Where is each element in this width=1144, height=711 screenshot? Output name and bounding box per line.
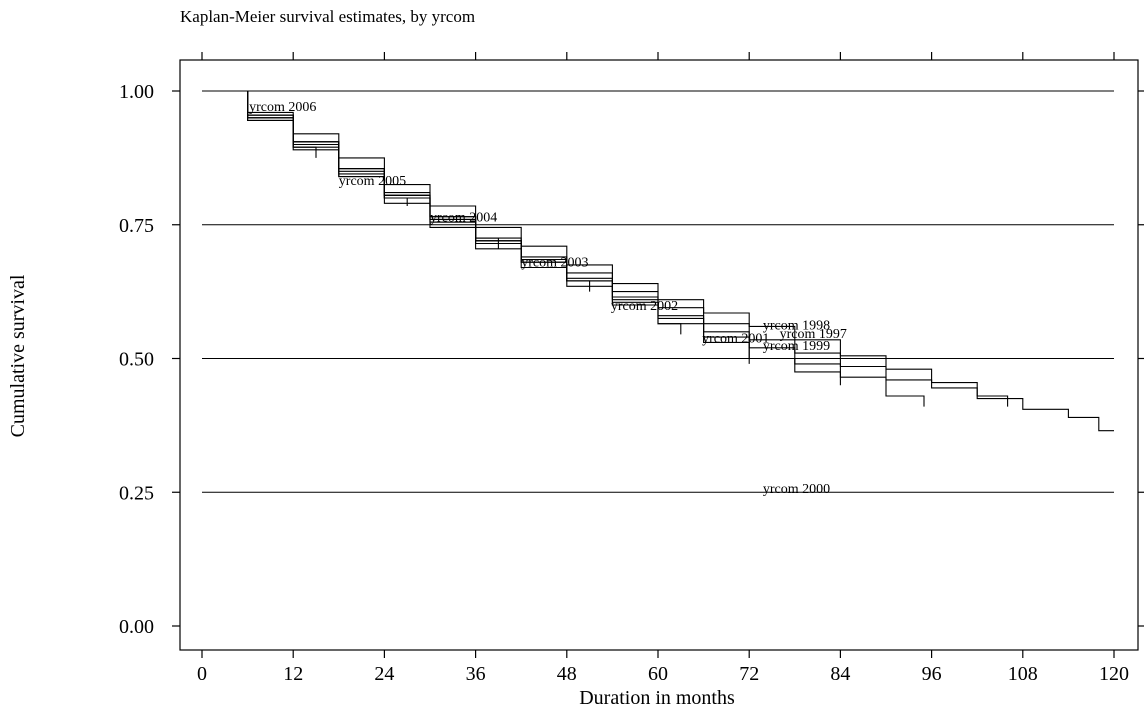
series-label-yrcom-2005: yrcom 2005 bbox=[339, 174, 406, 189]
series-label-yrcom-2000: yrcom 2000 bbox=[763, 482, 830, 497]
survival-curves bbox=[202, 91, 1114, 431]
series-label-yrcom-2004: yrcom 2004 bbox=[430, 211, 497, 226]
chart-title: Kaplan-Meier survival estimates, by yrco… bbox=[180, 7, 475, 26]
x-tick-label: 84 bbox=[830, 663, 850, 685]
x-tick-label: 60 bbox=[648, 663, 668, 685]
y-tick-label: 1.00 bbox=[119, 81, 154, 103]
series-label-yrcom-2006: yrcom 2006 bbox=[249, 100, 316, 115]
y-axis: 0.00 0.25 0.50 0.75 1.00 bbox=[119, 81, 1144, 638]
series-label-yrcom-1999: yrcom 1999 bbox=[763, 339, 830, 354]
series-label-yrcom-2003: yrcom 2003 bbox=[521, 255, 588, 270]
y-tick-label: 0.75 bbox=[119, 215, 154, 237]
survival-curve-yrcom-1998 bbox=[202, 91, 1008, 407]
survival-curve-yrcom-1999 bbox=[202, 91, 924, 407]
x-tick-label: 36 bbox=[466, 663, 486, 685]
x-tick-label: 120 bbox=[1099, 663, 1129, 685]
series-label-yrcom-2001: yrcom 2001 bbox=[702, 331, 769, 346]
y-tick-label: 0.50 bbox=[119, 349, 154, 371]
y-tick-label: 0.25 bbox=[119, 482, 154, 504]
x-tick-label: 72 bbox=[739, 663, 759, 685]
series-label-yrcom-2002: yrcom 2002 bbox=[611, 299, 678, 314]
y-tick-label: 0.00 bbox=[119, 616, 154, 638]
x-tick-label: 12 bbox=[283, 663, 303, 685]
x-tick-label: 24 bbox=[374, 663, 394, 685]
x-tick-label: 0 bbox=[197, 663, 207, 685]
x-tick-label: 108 bbox=[1008, 663, 1038, 685]
y-axis-label: Cumulative survival bbox=[7, 274, 29, 437]
x-axis-label: Duration in months bbox=[579, 687, 735, 709]
plot-frame bbox=[180, 60, 1138, 650]
x-tick-label: 48 bbox=[557, 663, 577, 685]
x-tick-label: 96 bbox=[922, 663, 942, 685]
